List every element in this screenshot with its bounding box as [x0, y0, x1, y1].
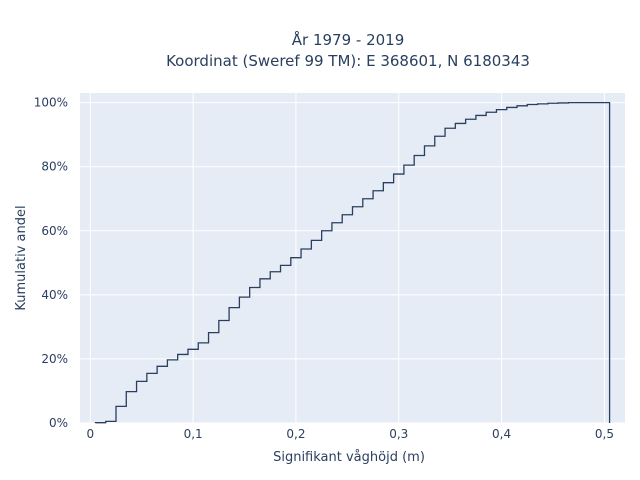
y-tick-label: 100%	[34, 96, 68, 110]
y-tick-label: 60%	[41, 224, 68, 238]
x-tick-label: 0,1	[184, 427, 203, 441]
y-tick-label: 0%	[49, 416, 68, 430]
y-tick-label: 80%	[41, 160, 68, 174]
y-tick-label: 40%	[41, 288, 68, 302]
x-tick-label: 0,3	[389, 427, 408, 441]
x-tick-label: 0	[86, 427, 94, 441]
series-layer	[94, 101, 611, 424]
x-tick-label: 0,2	[286, 427, 305, 441]
x-axis-title: Signifikant våghöjd (m)	[273, 450, 425, 465]
plot-area	[80, 93, 625, 423]
x-tick-label: 0,4	[492, 427, 511, 441]
y-tick-label: 20%	[41, 352, 68, 366]
cumulative-step-line	[94, 101, 611, 424]
x-tick-label: 0,5	[595, 427, 614, 441]
y-axis-title: Kumulativ andel	[14, 205, 29, 310]
chart-title-line-2: Koordinat (Sweref 99 TM): E 368601, N 61…	[166, 52, 530, 70]
chart-title-line-1: År 1979 - 2019	[292, 30, 405, 49]
tick-labels: 0 0,1 0,2 0,3 0,4 0,5 0% 20% 40% 60% 80% 100%	[34, 96, 614, 441]
